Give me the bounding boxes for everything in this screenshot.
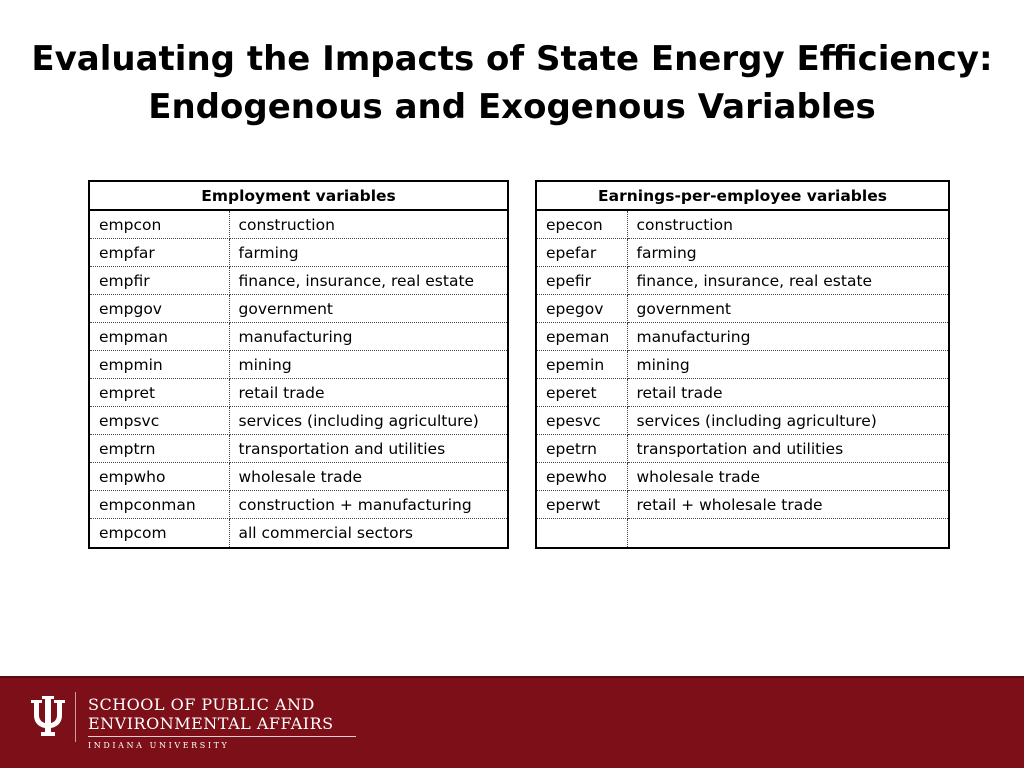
variable-code: empcon xyxy=(89,210,230,239)
variable-code: eperwt xyxy=(536,490,628,519)
table-row: empret retail trade xyxy=(89,378,508,407)
table-row: epemin mining xyxy=(536,350,949,379)
variable-code: empfar xyxy=(89,238,230,267)
variable-code: emptrn xyxy=(89,434,230,463)
variable-description: all commercial sectors xyxy=(238,524,414,542)
earnings-variables-table: Earnings-per-employee variables epecon co… xyxy=(535,180,950,549)
table-row: empcom all commercial sectors xyxy=(89,518,508,548)
variable-code: eperet xyxy=(536,378,628,407)
variable-code: empmin xyxy=(89,350,230,379)
table-row: epefar farming xyxy=(536,238,949,267)
earnings-table-body: epecon construction epefar farming epefir fin… xyxy=(536,210,949,548)
table-row: eperet retail trade xyxy=(536,378,949,407)
table-row: epetrn transportation and utilities xyxy=(536,434,949,463)
variable-description: farming xyxy=(229,238,508,267)
variable-code: epegov xyxy=(536,294,628,323)
footer-bar: SCHOOL OF PUBLIC AND ENVIRONMENTAL AFFAI… xyxy=(0,676,1024,768)
variable-code: epeman xyxy=(536,322,628,351)
variable-code: epemin xyxy=(536,350,628,379)
variable-description: finance, insurance, real estate xyxy=(229,266,508,295)
variable-description: mining xyxy=(229,350,508,379)
slide-title: Evaluating the Impacts of State Energy E… xyxy=(0,35,1024,131)
variable-code: empgov xyxy=(89,294,230,323)
variable-description: manufacturing xyxy=(627,322,949,351)
variable-description: finance, insurance, real estate xyxy=(627,266,949,295)
employment-variables-table: Employment variables empcon construction e… xyxy=(88,180,509,549)
table-row: empwho wholesale trade xyxy=(89,462,508,491)
variable-code: epefar xyxy=(536,238,628,267)
table-row: empcon construction xyxy=(89,210,508,239)
variable-description: services (including agriculture) xyxy=(229,406,508,435)
university-name: INDIANA UNIVERSITY xyxy=(88,741,230,750)
school-name: SCHOOL OF PUBLIC AND ENVIRONMENTAL AFFAI… xyxy=(88,695,334,733)
table-header-row: Employment variables xyxy=(89,181,508,211)
table-row: empgov government xyxy=(89,294,508,323)
table-row: epegov government xyxy=(536,294,949,323)
variable-code: epecon xyxy=(536,210,628,239)
variable-description: mining xyxy=(627,350,949,379)
variable-description: construction + manufacturing xyxy=(229,490,508,519)
variable-code: empman xyxy=(89,322,230,351)
slide-title-line1: Evaluating the Impacts of State Energy E… xyxy=(31,39,993,79)
variable-description: farming xyxy=(627,238,949,267)
variable-description xyxy=(627,519,949,549)
table-header-row: Earnings-per-employee variables xyxy=(536,181,949,211)
table-row: empsvc services (including agriculture) xyxy=(89,406,508,435)
variable-code: empwho xyxy=(89,462,230,491)
table-row: empmin mining xyxy=(89,350,508,379)
footer-top-rule xyxy=(0,676,1024,678)
variable-description: retail + wholesale trade xyxy=(627,490,949,519)
iu-trident-icon xyxy=(31,696,65,736)
variable-code: empfir xyxy=(89,266,230,295)
variable-description: government xyxy=(627,294,949,323)
table-row: empfir finance, insurance, real estate xyxy=(89,266,508,295)
table-row: empman manufacturing xyxy=(89,322,508,351)
table-row: epefir finance, insurance, real estate xyxy=(536,266,949,295)
variable-code: empcom xyxy=(89,518,230,548)
variable-description: construction xyxy=(229,210,508,239)
variable-description: retail trade xyxy=(627,378,949,407)
employment-table-body: empcon construction empfar farming empfir fin… xyxy=(89,210,508,548)
variable-code xyxy=(536,518,628,548)
table-row: eperwt retail + wholesale trade xyxy=(536,490,949,519)
table-row: epecon construction xyxy=(536,210,949,239)
table-row: epesvc services (including agriculture) xyxy=(536,406,949,435)
variable-code: epewho xyxy=(536,462,628,491)
table-row: epewho wholesale trade xyxy=(536,462,949,491)
table-row xyxy=(536,518,949,549)
variable-description: wholesale trade xyxy=(229,462,508,491)
table-row: empconman construction + manufacturing xyxy=(89,490,508,519)
earnings-table-header: Earnings-per-employee variables xyxy=(536,181,949,211)
variable-description: government xyxy=(229,294,508,323)
variable-description: manufacturing xyxy=(229,322,508,351)
school-name-line1: SCHOOL OF PUBLIC AND xyxy=(88,695,315,714)
variable-description: retail trade xyxy=(229,378,508,407)
school-name-line2: ENVIRONMENTAL AFFAIRS xyxy=(88,714,334,733)
variable-code: empconman xyxy=(89,490,230,519)
table-row: emptrn transportation and utilities xyxy=(89,434,508,463)
variable-code: empsvc xyxy=(89,406,230,435)
school-name-rule xyxy=(88,736,356,737)
employment-table-header: Employment variables xyxy=(89,181,508,211)
slide-title-line2: Endogenous and Exogenous Variables xyxy=(148,87,876,127)
table-row: epeman manufacturing xyxy=(536,322,949,351)
variable-description: construction xyxy=(627,210,949,239)
variable-code: empret xyxy=(89,378,230,407)
variable-code: epesvc xyxy=(536,406,628,435)
variable-description: services (including agriculture) xyxy=(627,406,949,435)
variable-description: wholesale trade xyxy=(627,462,949,491)
footer-divider xyxy=(75,692,76,742)
variable-code: epefir xyxy=(536,266,628,295)
variable-description: transportation and utilities xyxy=(627,434,949,463)
variable-description: transportation and utilities xyxy=(229,434,508,463)
table-row: empfar farming xyxy=(89,238,508,267)
variable-code: epetrn xyxy=(536,434,628,463)
